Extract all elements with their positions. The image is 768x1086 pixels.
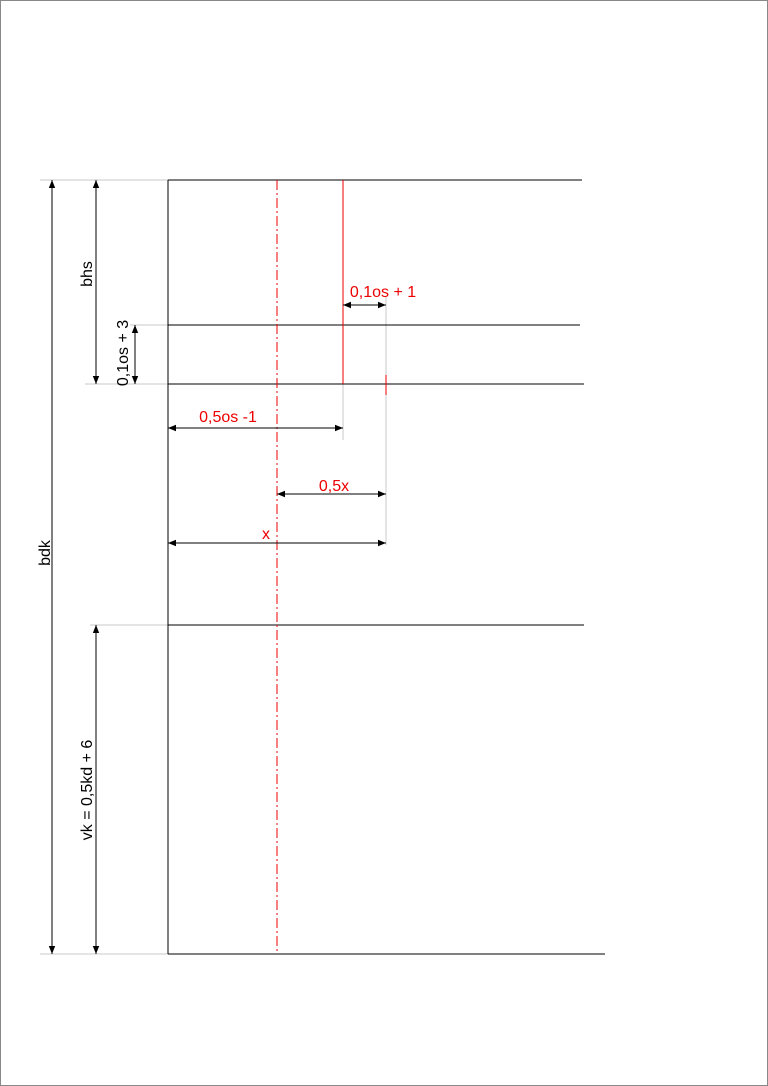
label-vk: vk = 0,5kd + 6 [79,740,96,841]
label-top: 0,1os + 1 [350,284,416,301]
label-half-x: 0,5x [319,478,349,495]
label-bhs: bhs [79,261,96,287]
label-front: 0,1os + 3 [115,320,132,386]
label-bdk: bdk [37,539,54,566]
label-x: x [262,526,270,543]
outline [167,179,605,955]
label-half-os: 0,5os -1 [199,409,257,426]
dimension-arrows [48,180,386,954]
